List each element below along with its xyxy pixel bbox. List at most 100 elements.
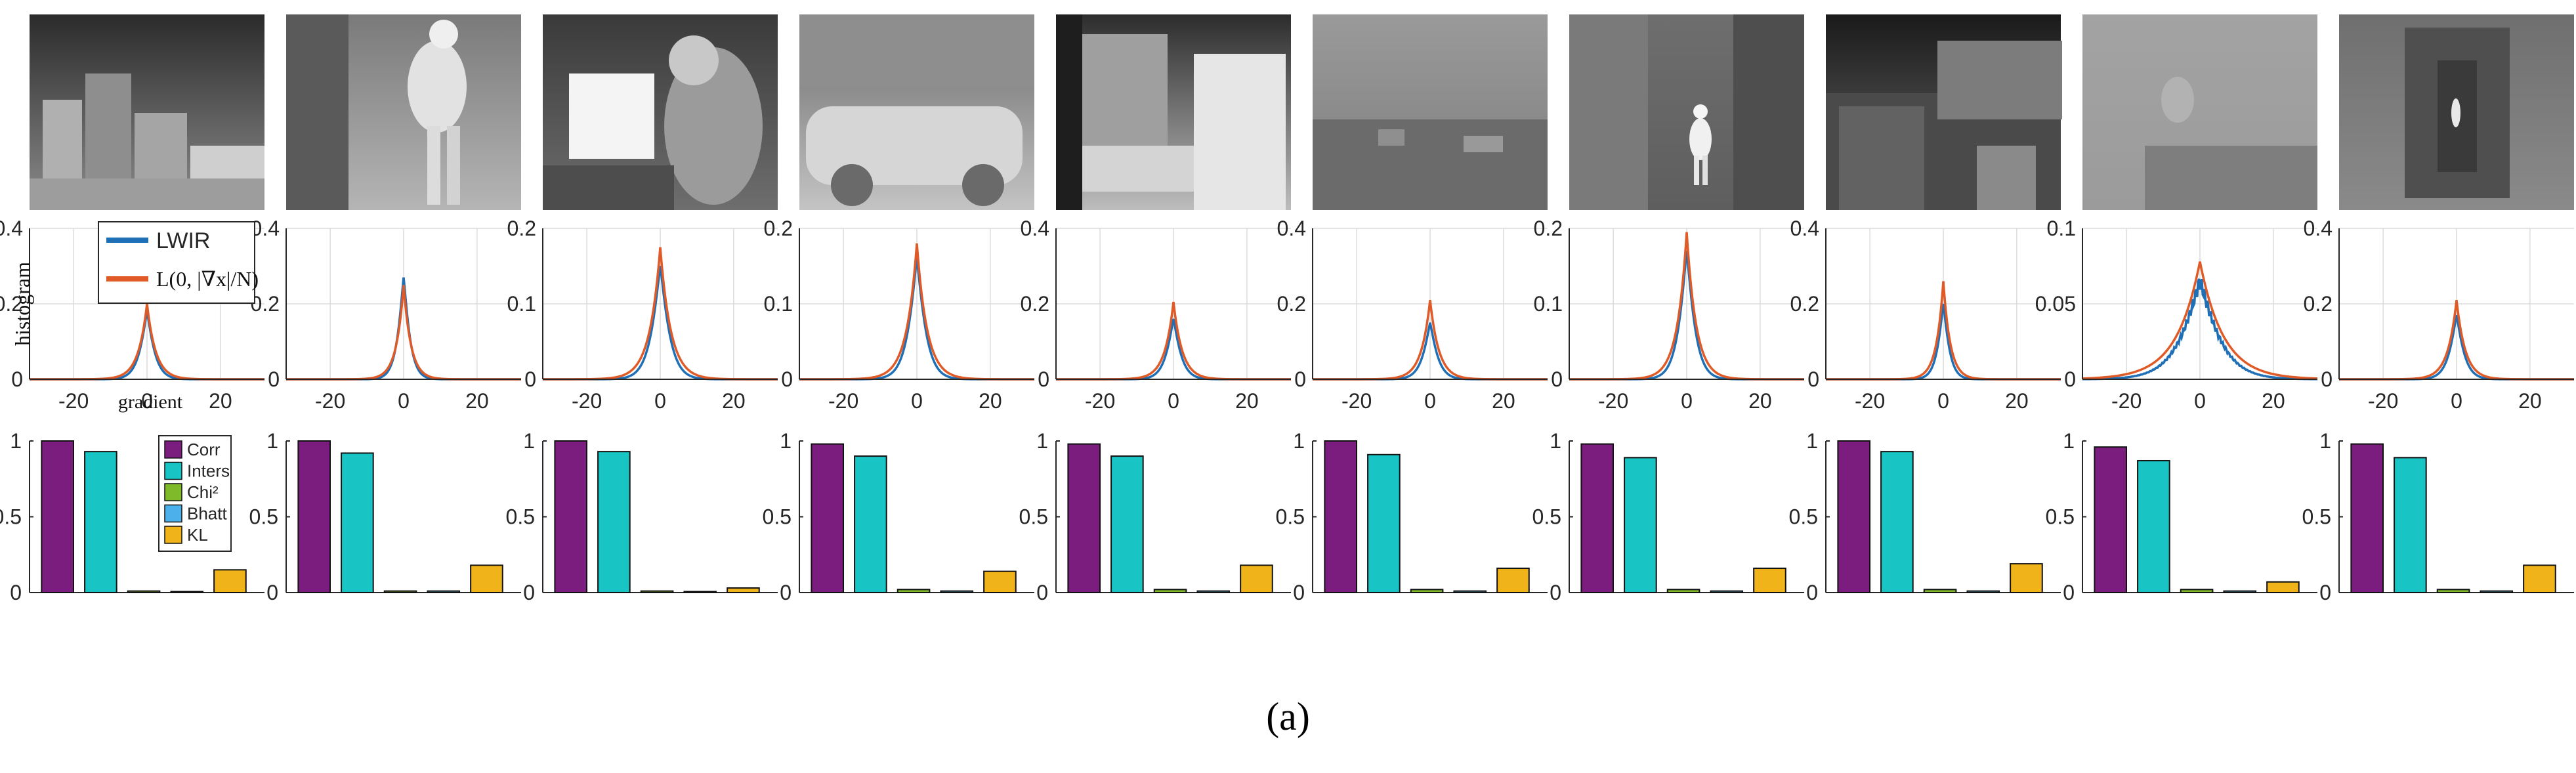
y-tick-label: 0 — [524, 367, 536, 391]
bar-inters — [2394, 457, 2427, 593]
bar-chi — [640, 590, 674, 594]
histogram-panel-6: -20 0 20 0 0.2 0.4 — [1277, 217, 1548, 413]
thumbnail-scene — [1313, 119, 1548, 210]
y-tick-label: 0.05 — [2035, 292, 2076, 316]
x-tick-label: 0 — [1681, 389, 1693, 413]
bar-bhatt — [1196, 590, 1231, 594]
bar-corr — [811, 443, 845, 593]
bar-kl — [470, 564, 503, 593]
metric-bar-panel-7: 00.51 — [1532, 429, 1804, 604]
laplace-fit-curve — [2082, 261, 2318, 380]
bar-kl — [1753, 568, 1786, 593]
thermal-thumbnail-person-in-doorway — [286, 14, 521, 210]
bar-bhatt — [427, 590, 461, 594]
bar-kl — [213, 569, 247, 593]
bar-bhatt — [1710, 590, 1744, 594]
bar-bhatt — [170, 591, 204, 593]
y-tick-label: 0 — [1293, 581, 1305, 604]
bar-corr — [41, 440, 75, 593]
y-tick-label: 0 — [2321, 367, 2333, 391]
bar-chi — [1153, 589, 1187, 594]
histogram-panel-3: -20 0 20 0 0.1 0.2 — [507, 217, 778, 413]
y-tick-label: 1 — [1036, 429, 1048, 453]
legend-swatch-inters — [164, 461, 182, 480]
y-tick-label: 0 — [2319, 581, 2331, 604]
y-tick-label: 0 — [1294, 367, 1306, 391]
legend-swatch-corr — [164, 440, 182, 459]
bar-inters — [597, 451, 631, 593]
y-tick-label: 0.2 — [1790, 292, 1819, 316]
y-tick-label: 0 — [2064, 367, 2076, 391]
y-tick-label: 0.2 — [1021, 292, 1049, 316]
histogram-panel-4: -20 0 20 0 0.1 0.2 — [764, 217, 1034, 413]
legend-box — [98, 221, 255, 304]
x-tick-label: -20 — [1341, 389, 1372, 413]
bar-corr — [1067, 443, 1101, 593]
metric-bar-panel-5: 00.51 — [1019, 429, 1291, 604]
bar-corr — [1580, 443, 1615, 593]
y-tick-label: 0.5 — [1532, 505, 1561, 529]
thermal-thumbnail-dark-corridor — [2339, 14, 2574, 210]
legend-label-chi: Chi² — [187, 482, 219, 502]
y-tick-label: 0.2 — [1534, 217, 1563, 240]
bar-chi — [2180, 589, 2214, 594]
thumbnail-scene — [2405, 28, 2510, 198]
legend-label-corr: Corr — [187, 440, 221, 459]
x-tick-label: 0 — [398, 389, 410, 413]
y-tick-label: 0 — [2063, 581, 2075, 604]
histogram-panel-8: -20 0 20 0 0.2 0.4 — [1790, 217, 2061, 413]
legend-swatch-chi — [164, 483, 182, 501]
y-tick-label: 0 — [1806, 581, 1818, 604]
x-tick-label: 20 — [2005, 389, 2029, 413]
y-tick-label: 0.5 — [1276, 505, 1305, 529]
bar-chi — [897, 589, 931, 594]
x-tick-label: -20 — [572, 389, 602, 413]
metric-bar-panel-4: 00.51 — [763, 429, 1034, 604]
thumbnail-scene — [543, 35, 763, 210]
y-tick-label: 0 — [266, 581, 278, 604]
thermal-thumbnail-city-skyline-night — [30, 14, 264, 210]
bar-inters — [1110, 455, 1144, 593]
bar-inters — [1624, 457, 1657, 593]
thumbnail-scene — [286, 14, 467, 210]
bar-corr — [2350, 443, 2384, 593]
histogram-panel-7: -20 0 20 0 0.1 0.2 — [1534, 217, 1804, 413]
legend-swatch-kl — [164, 526, 182, 544]
thumbnail-scene — [1056, 14, 1286, 210]
y-tick-label: 0 — [11, 367, 23, 391]
legend-label-inters: Inters — [187, 461, 230, 481]
y-tick-label: 0.5 — [2302, 505, 2331, 529]
bar-inters — [1367, 453, 1401, 593]
y-tick-label: 0.1 — [1534, 292, 1563, 316]
y-tick-label: 0 — [781, 367, 793, 391]
bar-bhatt — [1453, 590, 1487, 594]
x-tick-label: 20 — [1492, 389, 1515, 413]
y-tick-label: 0.5 — [1019, 505, 1048, 529]
bar-kl — [983, 570, 1017, 593]
bar-chi — [1410, 589, 1444, 594]
y-tick-label: 0.5 — [249, 505, 278, 529]
y-tick-label: 1 — [1293, 429, 1305, 453]
bar-kl — [2523, 564, 2556, 593]
y-tick-label: 0 — [10, 581, 22, 604]
x-tick-label: -20 — [2368, 389, 2398, 413]
thermal-thumbnail-city-buildings — [1826, 14, 2062, 210]
y-tick-label: 0 — [1038, 367, 1049, 391]
thermal-thumbnail-person-on-bench — [2082, 14, 2317, 210]
bar-kl — [1240, 564, 1273, 593]
bar-bhatt — [1966, 590, 2000, 594]
histogram-panel-5: -20 0 20 0 0.2 0.4 — [1021, 217, 1291, 413]
legend-swatch-bhatt — [164, 504, 182, 523]
histogram-row: -2002000.20.4-2002000.20.4-2002000.10.2-… — [0, 217, 2574, 413]
x-tick-label: 20 — [1235, 389, 1259, 413]
x-tick-label: 0 — [911, 389, 923, 413]
x-tick-label: -20 — [1855, 389, 1885, 413]
x-tick-label: 0 — [2194, 389, 2206, 413]
y-tick-label: 0.2 — [0, 292, 23, 316]
bar-kl — [2010, 563, 2043, 593]
lwir-curve — [2082, 278, 2318, 381]
metric-bar-panel-1: 00.51 — [0, 429, 264, 604]
bar-corr — [2094, 446, 2128, 593]
